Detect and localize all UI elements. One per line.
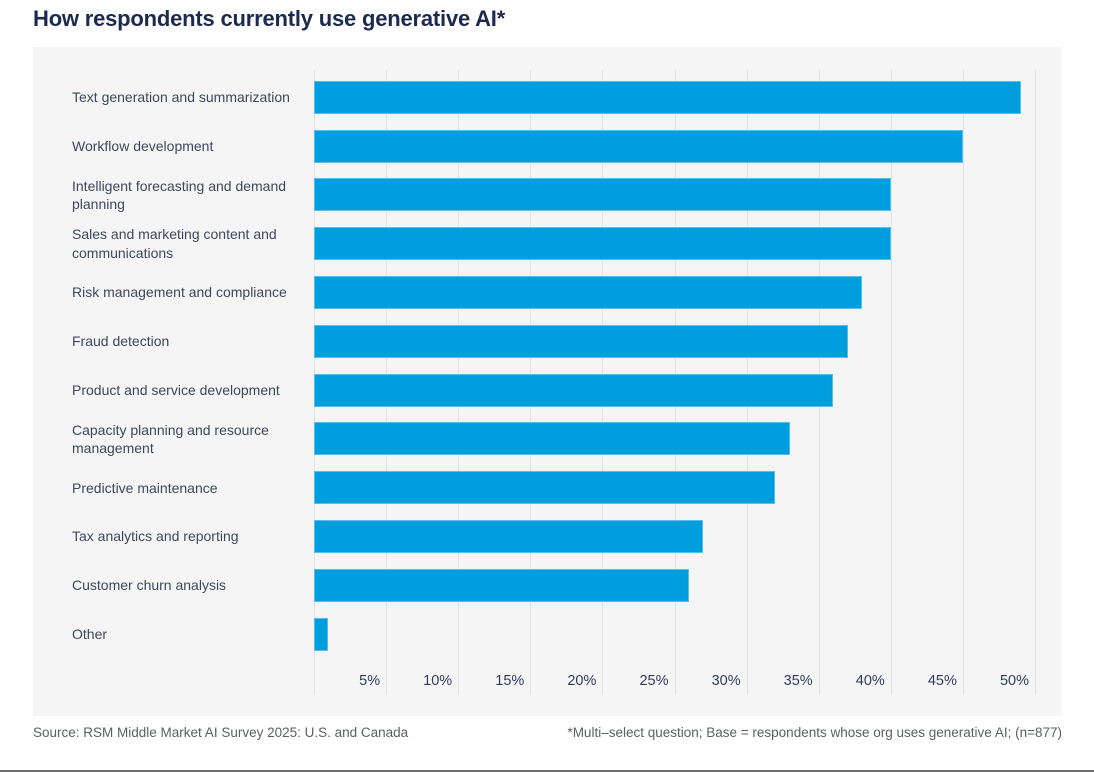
chart-row: Customer churn analysis bbox=[33, 561, 1062, 610]
gridline bbox=[890, 70, 892, 695]
methodology-note: *Multi–select question; Base = responden… bbox=[567, 725, 1062, 740]
x-axis-tick-label: 40% bbox=[855, 673, 885, 689]
bar-track bbox=[314, 422, 1035, 456]
category-label: Capacity planning and resource managemen… bbox=[72, 421, 269, 456]
chart-row: Intelligent forecasting and demand plann… bbox=[33, 171, 1062, 220]
x-axis-tick-label: 10% bbox=[423, 673, 453, 689]
bar bbox=[314, 129, 963, 163]
bar bbox=[314, 617, 329, 651]
bar bbox=[314, 80, 1021, 114]
category-label: Intelligent forecasting and demand plann… bbox=[72, 177, 287, 212]
bar bbox=[314, 227, 891, 261]
chart-panel: Text generation and summarization Workflo… bbox=[33, 47, 1062, 716]
x-axis-tick-label: 35% bbox=[783, 673, 813, 689]
category-label: Other bbox=[72, 625, 108, 642]
chart-row: Risk management and compliance bbox=[33, 268, 1062, 317]
bar-track bbox=[314, 373, 1035, 407]
bar bbox=[314, 422, 790, 456]
x-axis-tick-label: 5% bbox=[359, 673, 381, 689]
category-label: Risk management and compliance bbox=[72, 284, 287, 301]
bar-track bbox=[314, 129, 1035, 163]
x-axis-tick-label: 45% bbox=[927, 673, 957, 689]
bar bbox=[314, 276, 862, 310]
bar-track bbox=[314, 227, 1035, 261]
x-axis-tick-label: 20% bbox=[567, 673, 597, 689]
chart-row: Product and service development bbox=[33, 366, 1062, 415]
category-label: Text generation and summarization bbox=[72, 89, 290, 106]
bar bbox=[314, 373, 834, 407]
bar-track bbox=[314, 520, 1035, 554]
bar-track bbox=[314, 80, 1035, 114]
chart-row: Sales and marketing content and communic… bbox=[33, 219, 1062, 268]
category-label: Product and service development bbox=[72, 381, 280, 398]
chart-row: Capacity planning and resource managemen… bbox=[33, 415, 1062, 464]
x-axis: 5% 10% 15% 20% 25% 30% 35% 40% 45% 50% bbox=[314, 659, 1035, 695]
category-label: Fraud detection bbox=[72, 333, 170, 350]
bar-track bbox=[314, 178, 1035, 212]
chart-row: Tax analytics and reporting bbox=[33, 512, 1062, 561]
x-axis-tick-label: 25% bbox=[639, 673, 669, 689]
category-label: Tax analytics and reporting bbox=[72, 528, 239, 545]
category-label: Customer churn analysis bbox=[72, 577, 227, 594]
bar bbox=[314, 568, 689, 602]
bar bbox=[314, 324, 848, 358]
category-label: Workflow development bbox=[72, 137, 214, 154]
chart-row: Workflow development bbox=[33, 122, 1062, 171]
bar-track bbox=[314, 471, 1035, 505]
bar-rows: Text generation and summarization Workflo… bbox=[33, 73, 1062, 659]
bar bbox=[314, 520, 704, 554]
bar-track bbox=[314, 324, 1035, 358]
gridline bbox=[962, 70, 964, 695]
chart-row: Text generation and summarization bbox=[33, 73, 1062, 122]
chart-row: Predictive maintenance bbox=[33, 463, 1062, 512]
bar-track bbox=[314, 617, 1035, 651]
chart-title: How respondents currently use generative… bbox=[33, 6, 506, 31]
source-note: Source: RSM Middle Market AI Survey 2025… bbox=[33, 725, 409, 740]
x-axis-tick-label: 15% bbox=[495, 673, 525, 689]
bar-track bbox=[314, 276, 1035, 310]
chart-footer: Source: RSM Middle Market AI Survey 2025… bbox=[33, 725, 1062, 740]
bar bbox=[314, 178, 891, 212]
chart-row: Fraud detection bbox=[33, 317, 1062, 366]
x-axis-tick-label: 50% bbox=[999, 673, 1029, 689]
bar-track bbox=[314, 568, 1035, 602]
category-label: Predictive maintenance bbox=[72, 479, 218, 496]
chart-row: Other bbox=[33, 610, 1062, 659]
category-label: Sales and marketing content and communic… bbox=[72, 226, 277, 261]
x-axis-tick-label: 30% bbox=[711, 673, 741, 689]
gridline bbox=[1035, 70, 1036, 695]
bar bbox=[314, 471, 776, 505]
